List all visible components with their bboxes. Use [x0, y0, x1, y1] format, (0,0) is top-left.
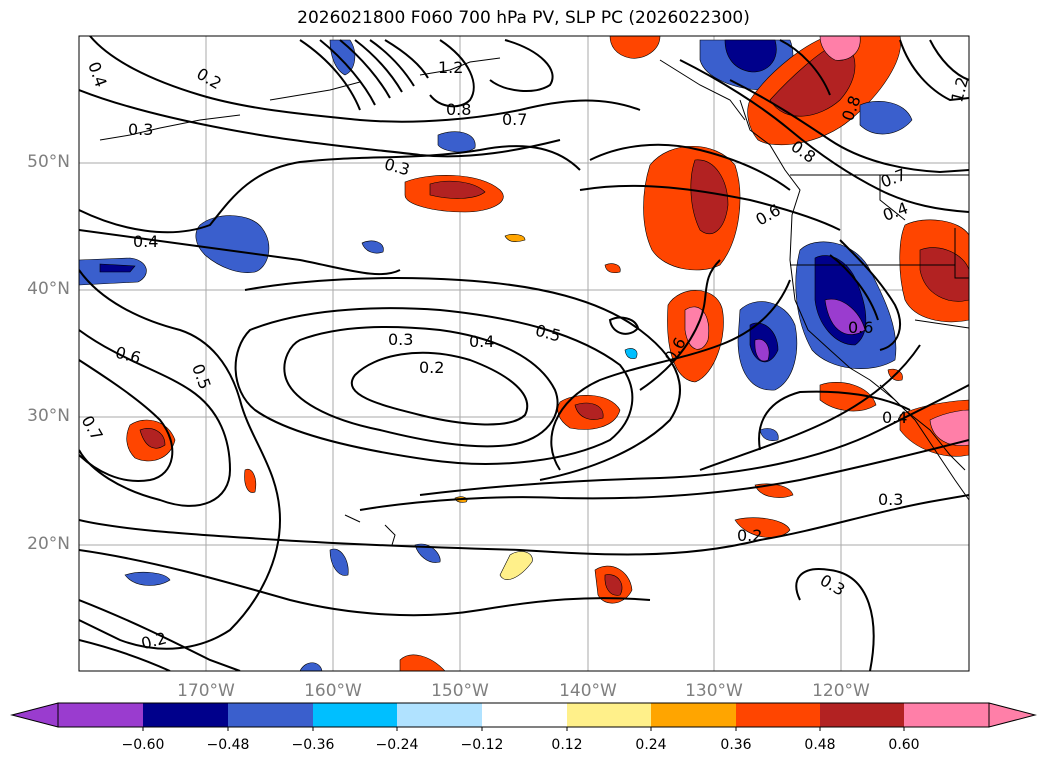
colorbar-segment	[228, 703, 313, 727]
contour-label: 0.8	[446, 100, 471, 119]
colorbar-tick-label: 0.24	[635, 737, 667, 753]
slp-contours	[79, 36, 969, 671]
longitude-label: 140°W	[559, 681, 617, 701]
latitude-label: 30°N	[27, 406, 70, 426]
contour-label: 0.3	[128, 120, 153, 139]
map-title: 2026021800 F060 700 hPa PV, SLP PC (2026…	[297, 8, 750, 28]
colorbar-tick-label: −0.36	[291, 737, 335, 753]
colorbar-tick-label: 0.12	[551, 737, 583, 753]
colorbar-tick-label: −0.48	[206, 737, 250, 753]
colorbar-tick-label: 0.60	[888, 737, 920, 753]
longitude-label: 170°W	[177, 681, 235, 701]
contour-label: 0.2	[737, 526, 762, 545]
longitude-label: 150°W	[431, 681, 489, 701]
colorbar-segment	[313, 703, 397, 727]
colorbar-segment	[904, 703, 989, 727]
colorbar-segment	[58, 703, 143, 727]
colorbar-tick-label: −0.24	[375, 737, 419, 753]
colorbar-max-extension	[988, 702, 1037, 728]
coastlines	[99, 57, 969, 546]
contour-label: 0.2	[419, 358, 444, 377]
colorbar-segment	[651, 703, 736, 727]
contour-label: 1.2	[438, 58, 463, 77]
contour-label: 0.3	[878, 490, 903, 509]
colorbar-segment	[567, 703, 651, 727]
colorbar-tick-label: 0.36	[720, 737, 752, 753]
latitude-label: 20°N	[27, 534, 70, 554]
contour-label: 0.6	[848, 318, 873, 337]
colorbar-min-extension	[10, 702, 59, 728]
contour-label: 0.7	[502, 110, 527, 129]
colorbar-segment	[820, 703, 904, 727]
colorbar-segment	[482, 703, 567, 727]
contour-label: 1.2	[947, 75, 972, 105]
latitude-label: 50°N	[27, 152, 70, 172]
contour-label: 0.4	[469, 332, 494, 351]
map-border	[78, 35, 970, 672]
colorbar-tick-label: −0.12	[460, 737, 504, 753]
contour-label: 0.3	[388, 330, 413, 349]
contour-label: 0.4	[882, 408, 907, 427]
longitude-label: 120°W	[812, 681, 870, 701]
colorbar-tick-label: −0.60	[121, 737, 165, 753]
colorbar-segment	[397, 703, 482, 727]
pv-shading	[79, 36, 969, 671]
longitude-label: 160°W	[304, 681, 362, 701]
longitude-label: 130°W	[685, 681, 743, 701]
contour-label: 0.4	[133, 232, 158, 251]
colorbar-segment	[736, 703, 820, 727]
colorbar	[10, 702, 1037, 731]
colorbar-tick-label: 0.48	[804, 737, 836, 753]
latitude-label: 40°N	[27, 279, 70, 299]
colorbar-segment	[143, 703, 228, 727]
